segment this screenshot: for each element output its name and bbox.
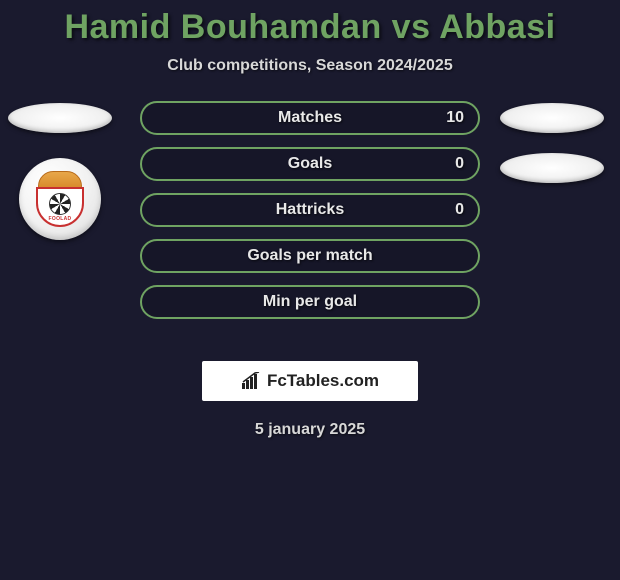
club-logo-inner: FOOLAD xyxy=(30,169,90,229)
comparison-card: Hamid Bouhamdan vs Abbasi Club competiti… xyxy=(0,0,620,439)
stat-row-hattricks: Hattricks 0 xyxy=(140,193,480,227)
stat-value: 0 xyxy=(455,201,464,219)
stat-label: Hattricks xyxy=(276,201,344,219)
stat-label: Min per goal xyxy=(263,293,357,311)
stat-label: Matches xyxy=(278,109,342,127)
subtitle: Club competitions, Season 2024/2025 xyxy=(0,57,620,75)
brand-box: FcTables.com xyxy=(202,361,418,401)
stats-area: FOOLAD Matches 10 Goals 0 Hattricks 0 Go… xyxy=(0,103,620,343)
stat-value: 0 xyxy=(455,155,464,173)
stat-row-matches: Matches 10 xyxy=(140,101,480,135)
stat-value: 10 xyxy=(446,109,464,127)
player-right-placeholder-1 xyxy=(500,103,604,133)
stat-row-goals: Goals 0 xyxy=(140,147,480,181)
player-left-placeholder-1 xyxy=(8,103,112,133)
bar-chart-icon xyxy=(241,372,263,390)
club-logo-left: FOOLAD xyxy=(19,158,101,240)
brand-text: FcTables.com xyxy=(267,371,379,391)
stat-row-min-per-goal: Min per goal xyxy=(140,285,480,319)
player-right-placeholder-2 xyxy=(500,153,604,183)
stat-row-goals-per-match: Goals per match xyxy=(140,239,480,273)
page-title: Hamid Bouhamdan vs Abbasi xyxy=(0,8,620,47)
club-logo-label: FOOLAD xyxy=(38,216,82,222)
stat-label: Goals xyxy=(288,155,332,173)
as-of-date: 5 january 2025 xyxy=(0,421,620,439)
stat-label: Goals per match xyxy=(247,247,372,265)
